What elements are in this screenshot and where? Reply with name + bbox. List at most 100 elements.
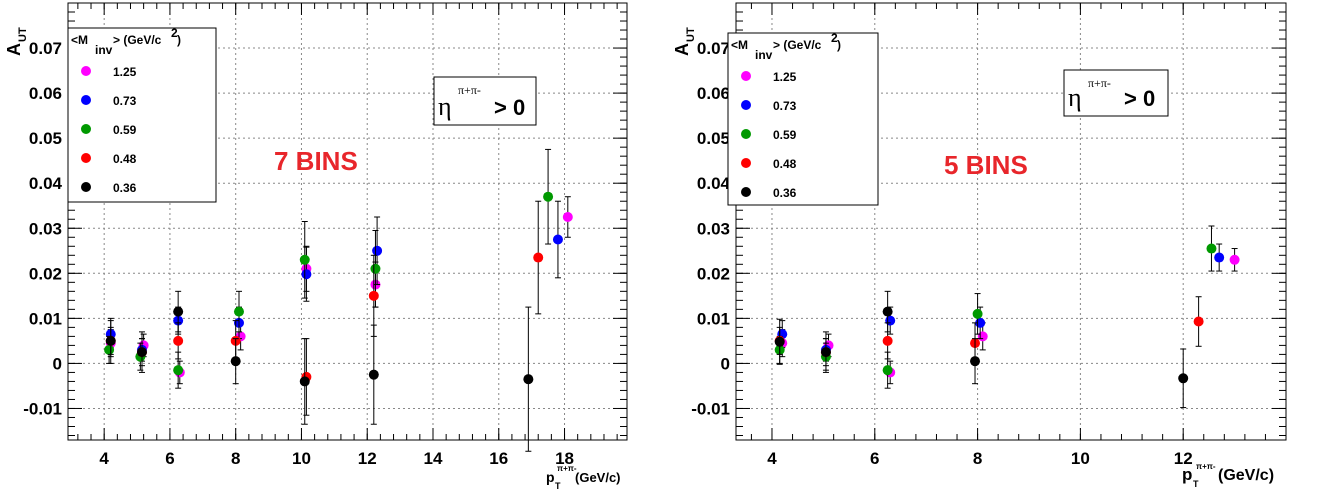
data-point — [972, 308, 983, 319]
series-0.48 — [105, 200, 544, 416]
y-tick-label: 0.06 — [697, 84, 730, 103]
data-point — [368, 369, 379, 380]
legend-entry-label: 0.36 — [773, 186, 797, 200]
legend-header-sub: inv — [95, 43, 113, 57]
legend-entry-label: 1.25 — [773, 70, 797, 84]
legend-entry-label: 0.48 — [113, 152, 137, 166]
data-point — [977, 331, 988, 342]
data-point — [173, 306, 184, 317]
data-point — [136, 347, 147, 358]
series-0.73 — [105, 200, 563, 362]
data-point — [301, 269, 312, 280]
y-tick-label: 0.05 — [697, 129, 730, 148]
eta-superscript: π+π- — [1088, 76, 1111, 90]
series-0.36 — [774, 290, 1189, 409]
y-tick-label: 0 — [721, 354, 730, 373]
series-0.73 — [777, 243, 1225, 362]
y-tick-label: 0.07 — [29, 39, 62, 58]
chart-5-bins: 4 6 8 10 12 -0.01 0 0.01 0.02 0.03 0.04 0.05 0.06 0.0… — [672, 2, 1287, 489]
legend-header-sup: 2 — [171, 26, 178, 40]
legend-header-pre: <M — [731, 38, 748, 52]
data-point — [882, 306, 893, 317]
y-tick-label: 0.06 — [29, 84, 62, 103]
legend-marker — [81, 124, 91, 134]
legend-marker — [81, 95, 91, 105]
legend-entry-label: 0.48 — [773, 157, 797, 171]
y-tick-label: -0.01 — [23, 399, 62, 418]
x-tick-label: 4 — [767, 449, 777, 468]
data-point — [230, 356, 241, 367]
x-tick-label: 12 — [1174, 449, 1193, 468]
x-axis-label-main: p — [1182, 465, 1192, 484]
data-point — [368, 290, 379, 301]
eta-symbol: η — [438, 92, 452, 121]
x-tick-label: 12 — [358, 449, 377, 468]
legend: <M inv> (GeV/c 2) 1.25 0.73 0.59 0.48 0.36 — [727, 31, 879, 206]
legend-marker — [741, 187, 751, 197]
bins-label: 5 BINS — [944, 150, 1028, 180]
legend-marker — [741, 71, 751, 81]
y-tick-label: 0.01 — [697, 309, 730, 328]
data-point — [299, 376, 310, 387]
eta-symbol: η — [1068, 83, 1082, 112]
legend-header-sup: 2 — [831, 31, 838, 45]
y-axis-label: AUT — [672, 27, 697, 56]
data-point — [233, 306, 244, 317]
legend-marker — [741, 129, 751, 139]
legend-header-pre: <M — [71, 33, 88, 47]
y-tick-label: 0.07 — [697, 39, 730, 58]
x-tick-label: 16 — [489, 449, 508, 468]
x-tick-label: 8 — [231, 449, 240, 468]
y-tick-label: 0.02 — [29, 264, 62, 283]
legend-header-sub: inv — [755, 48, 773, 62]
data-point — [104, 344, 115, 355]
y-tick-label: 0.04 — [29, 174, 63, 193]
chart-panel-left: 4 6 8 10 12 14 16 18 -0.01 0 0.01 0.02 0.03 0.04 0.05 0… — [0, 0, 662, 492]
plot-frame — [67, 2, 628, 441]
data-point — [562, 211, 573, 222]
y-axis-label-main: A — [4, 43, 24, 56]
eta-cut-text: > 0 — [1124, 86, 1155, 111]
series-1.25 — [105, 196, 573, 385]
legend-entry-label: 1.25 — [113, 65, 137, 79]
data-point — [1178, 373, 1189, 384]
y-tick-label: 0.04 — [697, 174, 731, 193]
x-tick-label: 10 — [1071, 449, 1090, 468]
x-axis-label: pTπ+π-(GeV/c) — [546, 464, 621, 491]
x-tick-label: 6 — [870, 449, 879, 468]
legend: <M inv> (GeV/c 2) 1.25 0.73 0.59 0.48 0.36 — [67, 26, 217, 203]
chart-7-bins: 4 6 8 10 12 14 16 18 -0.01 0 0.01 0.02 0.03 0.04 0.05 0… — [4, 2, 628, 491]
data-point — [885, 315, 896, 326]
legend-box — [67, 27, 217, 203]
legend-header-post: > (GeV/c — [113, 33, 162, 47]
legend-header-end: ) — [837, 38, 841, 52]
chart-panel-right: 4 6 8 10 12 -0.01 0 0.01 0.02 0.03 0.04 0.05 0.06 0.0… — [662, 0, 1325, 492]
data-point — [105, 335, 116, 346]
eta-cut-box: η π+π- > 0 — [1063, 69, 1169, 117]
data-point — [370, 263, 381, 274]
legend-box — [727, 32, 879, 206]
data-point — [774, 336, 785, 347]
y-axis-label-sub: UT — [17, 27, 29, 42]
data-point — [299, 254, 310, 265]
bins-label: 7 BINS — [274, 146, 358, 176]
series-0.59 — [774, 225, 1217, 389]
legend-entry-label: 0.59 — [773, 128, 797, 142]
x-axis-label-unit: (GeV/c) — [1218, 467, 1274, 484]
x-tick-label: 6 — [165, 449, 174, 468]
legend-marker — [741, 100, 751, 110]
y-tick-label: 0.02 — [697, 264, 730, 283]
legend-entry-label: 0.73 — [113, 94, 137, 108]
data-point — [882, 365, 893, 376]
axis-ticks — [736, 2, 1286, 440]
legend-header-end: ) — [177, 33, 181, 47]
y-tick-label: 0.01 — [29, 309, 62, 328]
eta-cut-text: > 0 — [494, 95, 525, 120]
eta-cut-frame — [433, 76, 537, 126]
x-tick-label: 14 — [424, 449, 443, 468]
data-point — [173, 365, 184, 376]
data-point — [820, 347, 831, 358]
legend-entry-label: 0.36 — [113, 181, 137, 195]
x-axis-label-sub: T — [555, 481, 561, 491]
legend-marker — [81, 182, 91, 192]
